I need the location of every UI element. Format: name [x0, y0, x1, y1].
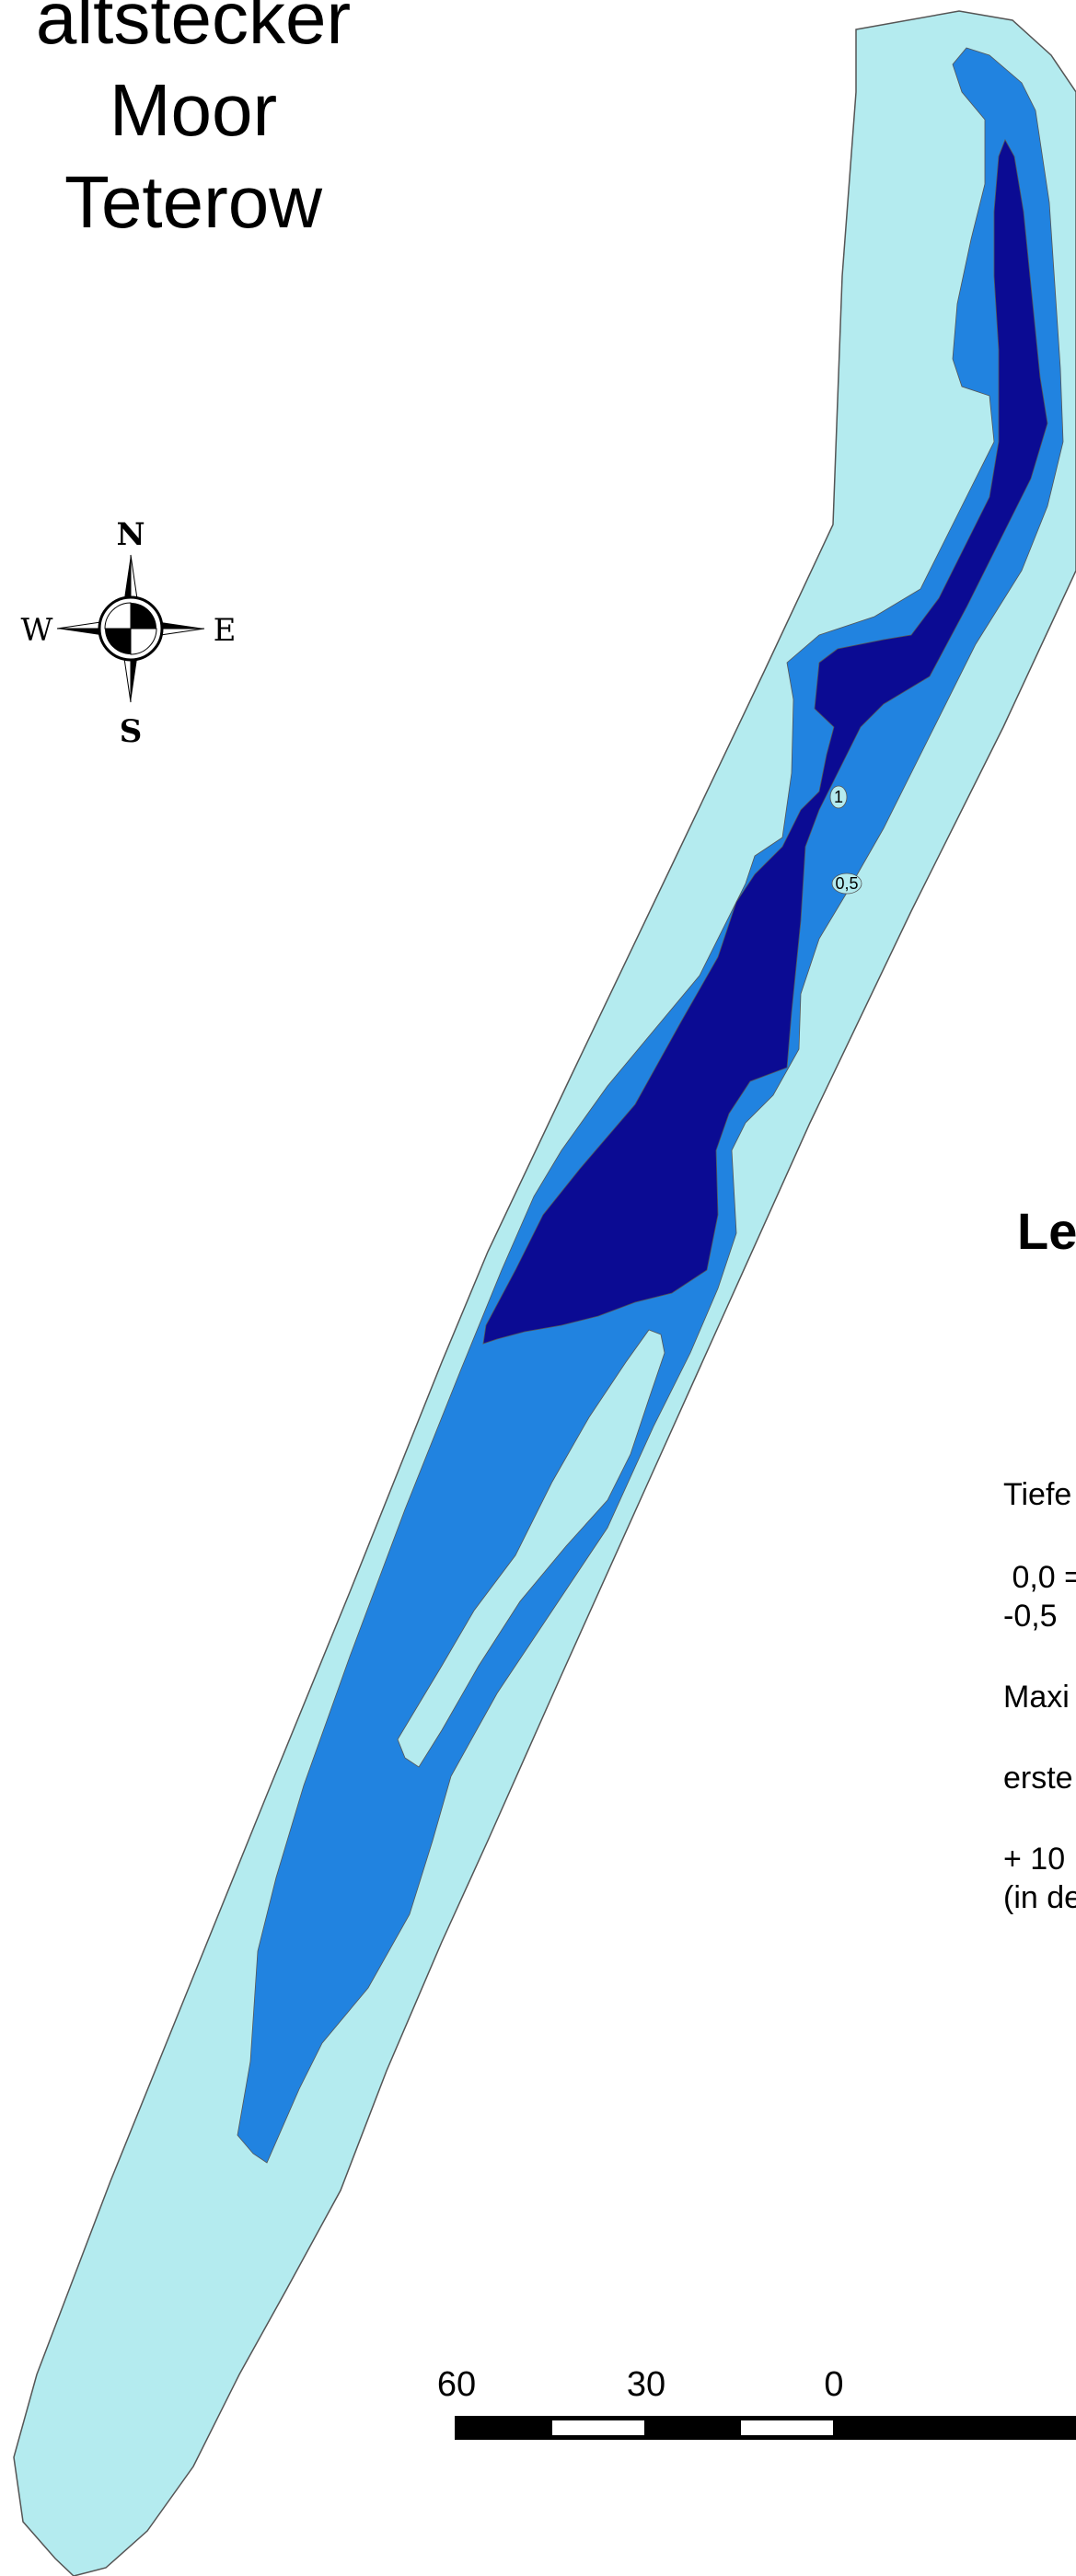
scale-bar [455, 2416, 1076, 2440]
legend-title: Le [1017, 1202, 1076, 1260]
map-title-line2: Teterow [64, 161, 323, 243]
compass-north-label: N [116, 516, 145, 553]
map-title: altstecker Moor Teterow [0, 0, 405, 248]
legend-depth-minus-half: -0,5 [1003, 1599, 1058, 1634]
svg-text:0,5: 0,5 [835, 874, 858, 893]
contour-label-0-5: 0,5 [831, 872, 862, 895]
compass-south-label: S [120, 713, 143, 750]
shallow-island [397, 1329, 665, 1768]
legend-max-depth: Maxi [1003, 1680, 1070, 1715]
compass-west-label: W [21, 612, 53, 649]
map-title-line1: altstecker Moor [35, 0, 352, 151]
scale-label-0: 0 [824, 2365, 844, 2404]
legend-depth-heading: Tiefe [1003, 1477, 1072, 1512]
contour-label-1: 1 [829, 785, 848, 809]
deep-zone [482, 139, 1048, 1345]
legend-offset: + 10 [1003, 1842, 1066, 1877]
legend-survey-date: erste [1003, 1761, 1073, 1796]
svg-text:1: 1 [834, 788, 843, 806]
scale-label-30: 30 [626, 2365, 666, 2404]
legend-depth-zero: 0,0 = [1003, 1560, 1076, 1595]
legend-offset-note: (in de [1003, 1880, 1076, 1915]
scale-label-60: 60 [436, 2365, 477, 2404]
compass-rose-icon [56, 554, 205, 703]
compass-east-label: E [214, 612, 237, 649]
